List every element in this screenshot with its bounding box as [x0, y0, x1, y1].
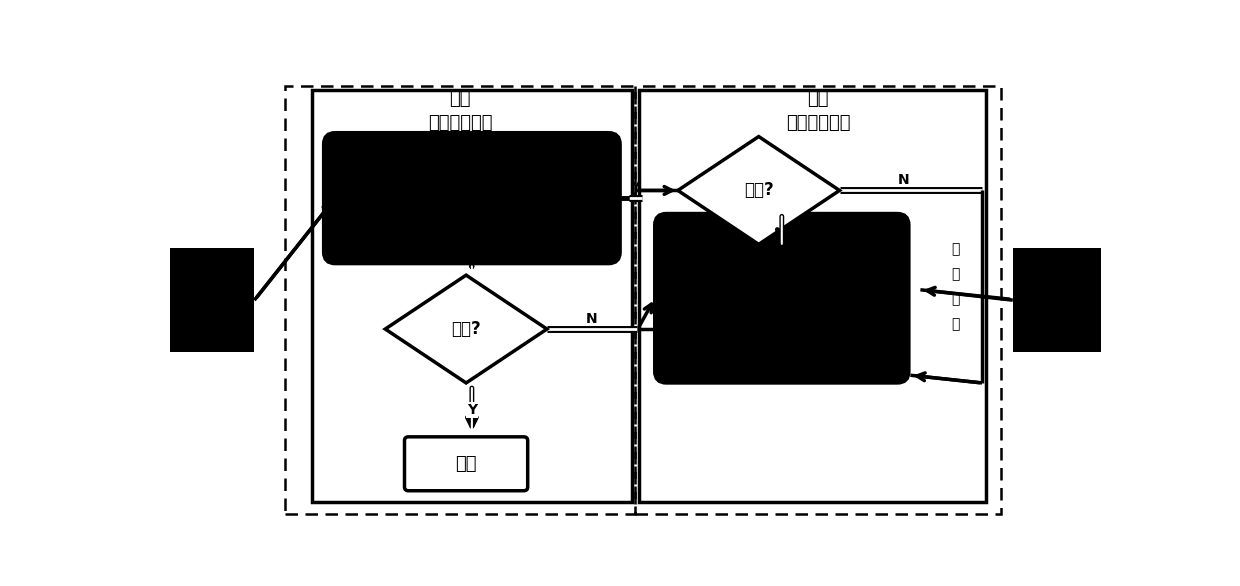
- Text: Y: Y: [630, 180, 641, 195]
- Polygon shape: [386, 275, 547, 383]
- Text: 下层
信道选择优化: 下层 信道选择优化: [786, 90, 851, 132]
- Text: Y: Y: [466, 403, 477, 417]
- Text: 结束: 结束: [455, 455, 477, 473]
- FancyBboxPatch shape: [655, 213, 909, 383]
- FancyBboxPatch shape: [404, 437, 528, 490]
- FancyBboxPatch shape: [324, 132, 620, 264]
- Text: 上层
传输时间优化: 上层 传输时间优化: [428, 90, 492, 132]
- Polygon shape: [678, 137, 839, 244]
- FancyBboxPatch shape: [1013, 248, 1101, 352]
- Text: 收敛?: 收敛?: [744, 182, 774, 199]
- Text: 循
环
执
行: 循 环 执 行: [951, 242, 960, 331]
- FancyBboxPatch shape: [640, 90, 986, 502]
- FancyBboxPatch shape: [312, 90, 631, 502]
- Text: N: N: [898, 173, 909, 188]
- Text: 收敛?: 收敛?: [451, 320, 481, 338]
- FancyBboxPatch shape: [170, 248, 254, 352]
- Text: N: N: [587, 312, 598, 326]
